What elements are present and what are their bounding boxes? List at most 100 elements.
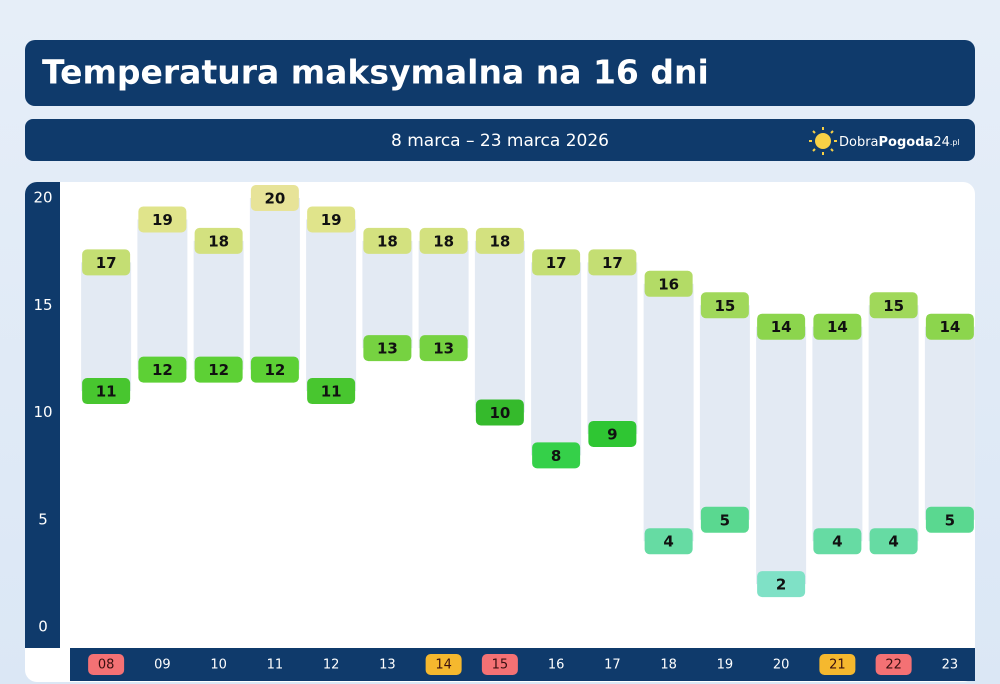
title-bar	[25, 40, 975, 106]
day-highlight	[819, 654, 856, 675]
logo-part: Pogoda	[879, 135, 934, 150]
value-badge	[363, 227, 412, 254]
chart-title: Temperatura maksymalna na 16 dni	[42, 53, 709, 92]
y-tick-label: 0	[38, 618, 48, 636]
range-bar	[193, 240, 244, 370]
value-label: 5	[720, 511, 730, 529]
value-badge	[757, 313, 806, 340]
logo-text: DobraPogoda24.pl	[839, 135, 960, 150]
logo-part: .pl	[950, 138, 960, 147]
value-label: 17	[546, 254, 567, 272]
value-label: 10	[489, 404, 510, 422]
x-tick-label: 14	[435, 658, 452, 673]
value-badge	[869, 292, 918, 319]
value-badge	[363, 335, 412, 362]
x-tick-label: 20	[773, 658, 790, 673]
value-label: 18	[377, 232, 398, 250]
x-tick-label: 23	[942, 658, 959, 673]
day-highlight	[481, 654, 518, 675]
value-badge	[644, 528, 693, 555]
value-badge	[419, 227, 468, 254]
x-tick-label: 21	[829, 658, 846, 673]
value-badge	[757, 571, 806, 598]
x-tick-label: 15	[492, 658, 509, 673]
value-badge	[869, 528, 918, 555]
value-badge	[419, 335, 468, 362]
y-tick-label: 20	[33, 189, 52, 207]
value-label: 15	[883, 297, 904, 315]
range-bar	[249, 198, 300, 370]
value-label: 18	[489, 232, 510, 250]
range-bar	[418, 240, 469, 349]
range-bar	[531, 262, 582, 456]
day-highlight	[88, 654, 125, 675]
range-bar	[306, 219, 357, 392]
x-tick-label: 16	[548, 658, 565, 673]
value-label: 18	[433, 232, 454, 250]
x-tick-label: 22	[885, 658, 902, 673]
value-label: 2	[776, 576, 786, 594]
value-label: 13	[377, 340, 398, 358]
value-label: 4	[832, 533, 842, 551]
value-label: 9	[607, 425, 617, 443]
value-badge	[194, 227, 243, 254]
value-label: 12	[208, 361, 229, 379]
x-tick-label: 18	[660, 658, 677, 673]
value-badge	[925, 506, 974, 533]
logo-part: Dobra	[839, 135, 879, 150]
value-label: 18	[208, 232, 229, 250]
value-badge	[475, 227, 524, 254]
range-bar	[756, 326, 807, 585]
range-bar	[474, 240, 525, 413]
value-label: 16	[658, 275, 679, 293]
value-label: 14	[771, 318, 792, 336]
range-bar	[699, 305, 750, 520]
value-label: 19	[152, 211, 173, 229]
value-label: 11	[321, 383, 342, 401]
value-label: 12	[152, 361, 173, 379]
value-label: 12	[264, 361, 285, 379]
range-bar	[812, 326, 863, 542]
value-badge	[532, 249, 581, 276]
value-badge	[138, 206, 187, 233]
day-highlight	[425, 654, 462, 675]
x-tick-label: 10	[210, 658, 227, 673]
value-badge	[644, 270, 693, 297]
y-tick-label: 10	[33, 403, 52, 421]
x-tick-label: 17	[604, 658, 621, 673]
value-badge	[82, 378, 131, 405]
value-label: 14	[939, 318, 960, 336]
value-badge	[700, 506, 749, 533]
value-badge	[588, 249, 637, 276]
value-badge	[532, 442, 581, 469]
value-label: 4	[663, 533, 673, 551]
subtitle-bar	[25, 119, 975, 161]
value-badge	[925, 313, 974, 340]
y-tick-label: 15	[33, 296, 52, 314]
value-badge	[307, 378, 356, 405]
day-highlight	[875, 654, 912, 675]
value-label: 14	[827, 318, 848, 336]
value-label: 17	[602, 254, 623, 272]
value-badge	[250, 356, 299, 383]
value-label: 4	[888, 533, 898, 551]
value-badge	[138, 356, 187, 383]
value-label: 8	[551, 447, 561, 465]
value-badge	[700, 292, 749, 319]
range-bar	[868, 305, 919, 542]
x-tick-label: 08	[98, 658, 115, 673]
range-bar	[362, 240, 413, 349]
x-tick-label: 13	[379, 658, 396, 673]
value-badge	[194, 356, 243, 383]
y-tick-label: 5	[38, 510, 48, 528]
range-bar	[643, 283, 694, 542]
logo-sun	[815, 133, 831, 149]
range-bar	[924, 326, 975, 520]
logo: DobraPogoda24.pl	[809, 127, 960, 155]
value-badge	[813, 528, 862, 555]
value-badge	[82, 249, 131, 276]
value-badge	[475, 399, 524, 426]
x-tick-label: 11	[267, 658, 284, 673]
x-tick-label: 19	[717, 658, 734, 673]
